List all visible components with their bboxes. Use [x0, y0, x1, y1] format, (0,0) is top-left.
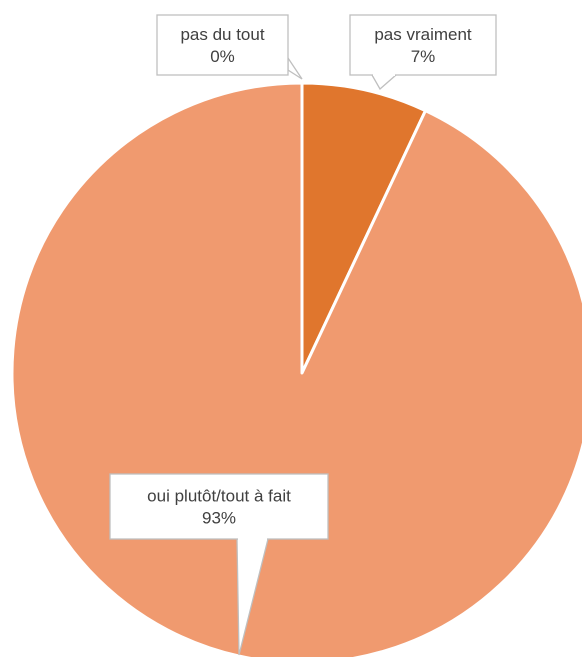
- data-label-category: oui plutôt/tout à fait: [147, 487, 291, 506]
- callout-pointer: [370, 74, 398, 91]
- data-labels: pas du tout 0% pas vraiment 7% oui plutôt/to…: [109, 14, 497, 656]
- data-label-value: 0%: [210, 47, 235, 66]
- data-label-pas-vraiment: pas vraiment 7%: [349, 14, 497, 91]
- data-label-oui-plutot-tout-a-fait: oui plutôt/tout à fait 93%: [109, 473, 329, 656]
- callout-pointer: [287, 55, 303, 80]
- data-label-category: pas vraiment: [374, 25, 472, 44]
- pie-slices: [10, 81, 582, 657]
- pie-slice-pas-vraiment: [300, 81, 427, 375]
- callout-box: [349, 14, 497, 76]
- callout-box: [156, 14, 289, 76]
- callout-box: [109, 473, 329, 540]
- data-label-value: 93%: [202, 509, 236, 528]
- data-label-pas-du-tout: pas du tout 0%: [156, 14, 303, 80]
- data-label-value: 7%: [411, 47, 436, 66]
- data-label-category: pas du tout: [180, 25, 264, 44]
- pie-slice-oui-plutot-tout-a-fait: [10, 81, 582, 657]
